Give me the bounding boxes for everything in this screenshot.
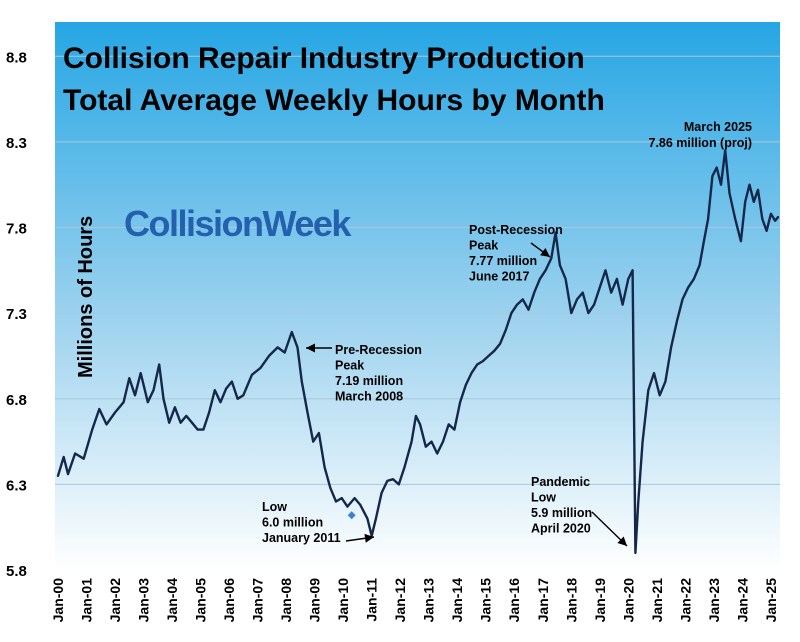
x-tick-label: Jan-05 (193, 578, 209, 623)
annotation-low-2011-line: January 2011 (262, 531, 341, 545)
annotation-pandemic-low-line: Low (531, 491, 556, 505)
annotation-march-2025-line: 7.86 million (proj) (649, 136, 753, 150)
x-tick-label: Jan-15 (478, 578, 494, 623)
x-tick-label: Jan-20 (620, 578, 636, 623)
y-tick-label: 8.3 (6, 135, 27, 152)
annotation-pandemic-low-line: 5.9 million (531, 506, 592, 520)
annotation-pre-recession-peak-line: Pre-Recession (335, 343, 422, 357)
annotation-arrow-head (364, 533, 374, 543)
x-tick-label: Jan-03 (136, 578, 152, 623)
chart-title: Collision Repair Industry Production (63, 42, 585, 75)
x-tick-label: Jan-10 (335, 578, 351, 623)
brand-logo-text: CollisionWeek (124, 203, 352, 244)
annotation-pre-recession-peak-line: March 2008 (335, 390, 403, 404)
x-tick-label: Jan-11 (364, 578, 380, 622)
series-line (56, 149, 780, 555)
x-tick-label: Jan-18 (563, 578, 579, 623)
y-tick-label: 5.8 (6, 563, 27, 580)
grid-lines (55, 55, 780, 485)
x-tick-label: Jan-23 (706, 578, 722, 623)
x-tick-label: Jan-19 (592, 578, 608, 623)
x-tick-label: Jan-21 (649, 578, 665, 623)
x-tick-label: Jan-22 (677, 578, 693, 623)
y-tick-label: 7.8 (6, 221, 27, 238)
x-tick-label: Jan-14 (449, 578, 465, 623)
x-tick-label: Jan-00 (50, 578, 66, 623)
annotation-pandemic-low-line: April 2020 (531, 522, 591, 536)
chart-subtitle: Total Average Weekly Hours by Month (63, 84, 605, 117)
x-tick-label: Jan-02 (107, 578, 123, 623)
series-layer (56, 149, 780, 555)
x-tick-label: Jan-01 (79, 578, 95, 623)
annotation-pandemic-low-line: Pandemic (531, 475, 590, 489)
x-tick-label: Jan-13 (421, 578, 437, 623)
y-tick-label: 8.8 (6, 49, 27, 66)
x-tick-label: Jan-08 (278, 578, 294, 623)
plot-background (55, 22, 780, 570)
y-axis-ticks: 5.8 6.3 6.8 7.3 7.8 8.3 8.8 (6, 49, 27, 580)
x-axis-ticks: Jan-00 Jan-01 Jan-02 Jan-03 Jan-04 Jan-05 Jan-… (50, 578, 779, 623)
annotation-post-recession-peak-line: 7.77 million (469, 254, 537, 268)
annotation-march-2025-line: March 2025 (684, 120, 752, 134)
annotation-low-2011-line: 6.0 million (262, 516, 323, 530)
x-tick-label: Jan-17 (535, 578, 551, 623)
annotation-pre-recession-peak-line: 7.19 million (335, 374, 403, 388)
x-tick-label: Jan-04 (164, 578, 180, 623)
annotation-post-recession-peak-line: June 2017 (469, 270, 530, 284)
x-tick-label: Jan-06 (221, 578, 237, 623)
annotation-pre-recession-peak-line: Peak (335, 359, 364, 373)
annotation-arrow-head (306, 343, 315, 353)
annotation-low-2011-line: Low (262, 500, 287, 514)
y-tick-label: 6.3 (6, 477, 27, 494)
annotation-post-recession-peak-line: Post-Recession (469, 223, 563, 237)
y-tick-label: 6.8 (6, 392, 27, 409)
x-tick-label: Jan-25 (763, 578, 779, 623)
data-marker (347, 511, 356, 520)
y-tick-label: 7.3 (6, 306, 27, 323)
x-tick-label: Jan-07 (250, 578, 266, 623)
x-tick-label: Jan-09 (307, 578, 323, 623)
annotation-arrow-head (617, 536, 627, 546)
marker-layer (347, 511, 356, 520)
x-tick-label: Jan-16 (506, 578, 522, 623)
annotation-post-recession-peak-line: Peak (469, 239, 498, 253)
y-axis-label: Millions of Hours (75, 216, 97, 378)
annotation-arrow-head (540, 248, 550, 257)
x-tick-label: Jan-12 (392, 578, 408, 623)
x-tick-label: Jan-24 (734, 578, 750, 623)
